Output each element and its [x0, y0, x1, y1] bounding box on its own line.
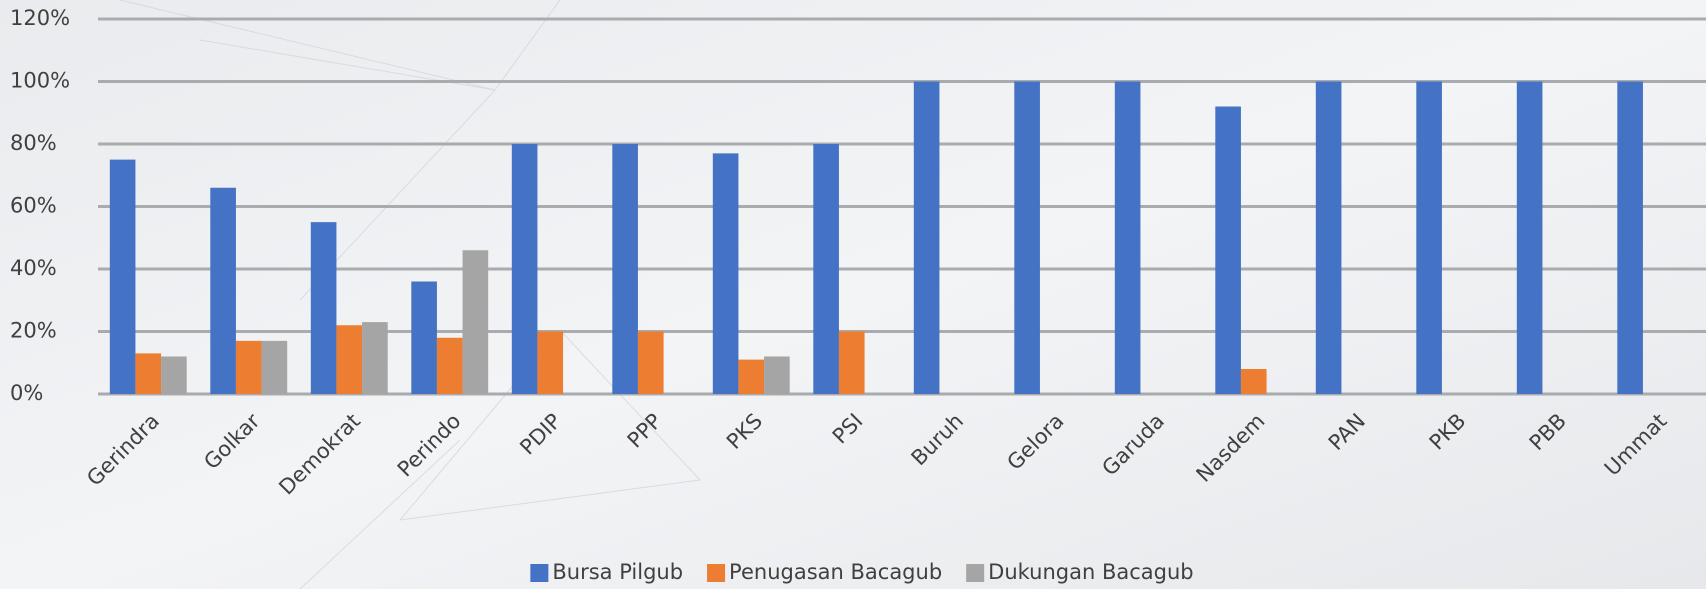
y-tick-label: 0% [10, 381, 43, 405]
bar [738, 359, 765, 394]
legend-swatch [530, 564, 549, 582]
bar [135, 353, 162, 394]
legend-swatch [707, 564, 726, 582]
bar [235, 340, 262, 394]
bar [161, 356, 187, 394]
bar [462, 250, 489, 394]
bar [1516, 81, 1543, 394]
bar [1215, 106, 1241, 394]
bar [764, 356, 790, 394]
y-tick-label: 100% [10, 69, 70, 93]
y-tick-label: 60% [10, 194, 57, 218]
bar [1315, 81, 1342, 394]
bar [537, 331, 564, 394]
bar [838, 331, 865, 394]
bar [362, 322, 388, 394]
bar [511, 144, 538, 394]
y-tick-label: 120% [10, 6, 70, 30]
bar [109, 159, 136, 394]
bar [712, 153, 739, 394]
bar [612, 144, 638, 394]
bar [310, 222, 337, 394]
bar [336, 325, 363, 394]
bar [210, 187, 236, 394]
bar [1240, 369, 1267, 394]
bar [261, 340, 288, 394]
bar [813, 144, 839, 394]
bar [436, 337, 463, 394]
legend-label: Penugasan Bacagub [729, 560, 942, 584]
legend-label: Bursa Pilgub [552, 560, 683, 584]
bar [1416, 81, 1442, 394]
bar [1114, 81, 1141, 394]
legend-label: Dukungan Bacagub [988, 560, 1193, 584]
bar [1014, 81, 1040, 394]
y-tick-label: 40% [10, 256, 57, 280]
y-tick-label: 80% [10, 131, 57, 155]
bar [411, 281, 437, 394]
y-tick-label: 20% [10, 319, 57, 343]
bar [913, 81, 940, 394]
bar [637, 331, 664, 394]
legend-swatch [966, 564, 985, 582]
bar [1617, 81, 1643, 394]
